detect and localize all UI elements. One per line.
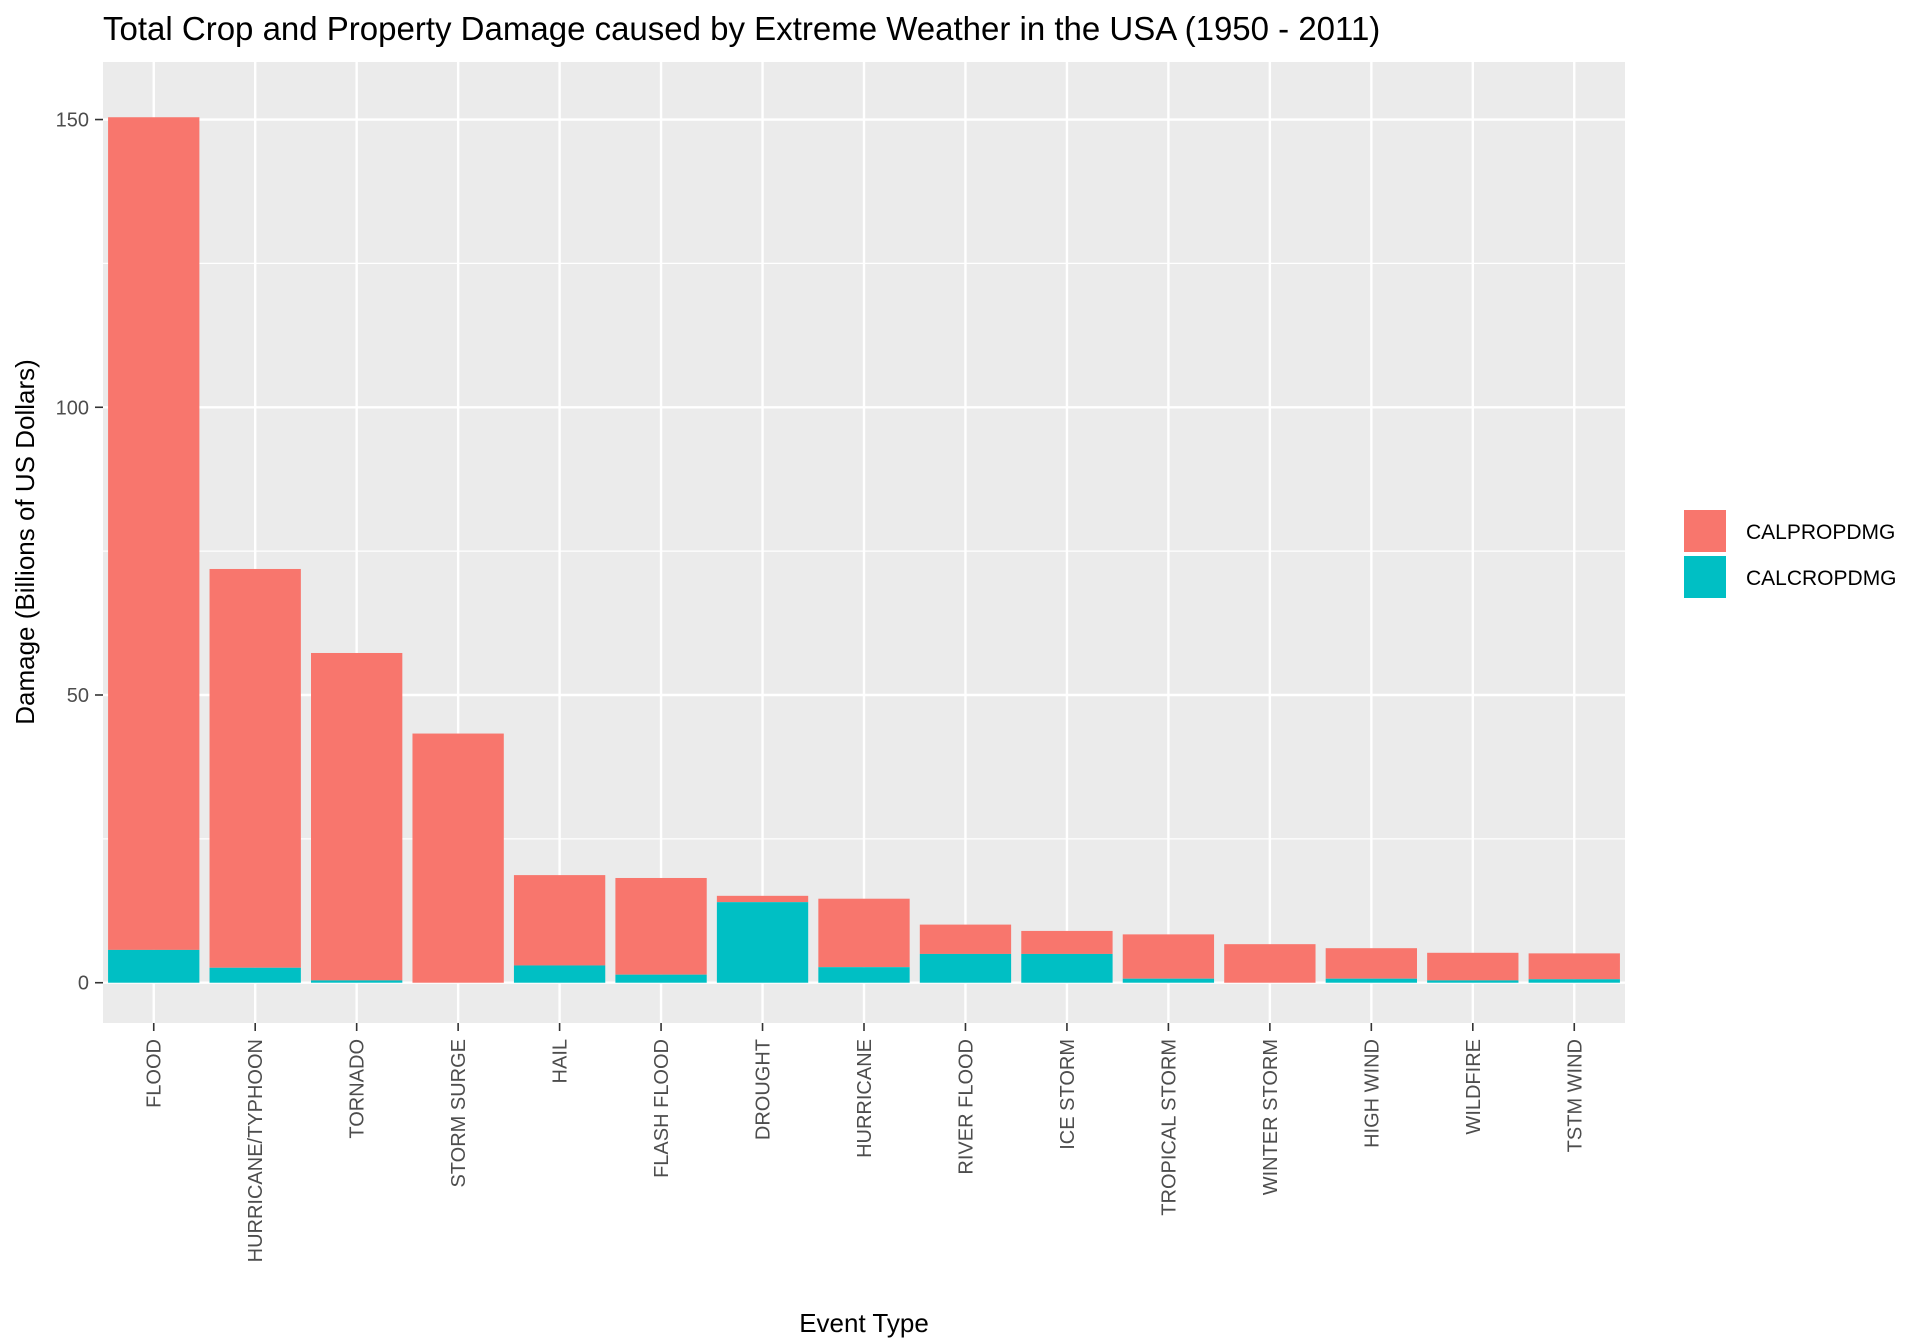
bar-calpropdmg — [1325, 948, 1417, 979]
y-tick-label: 150 — [56, 110, 89, 132]
x-tick-label: TSTM WIND — [1564, 1039, 1586, 1152]
bar-calpropdmg — [818, 898, 910, 968]
bar-calcropdmg — [716, 902, 809, 983]
bar-calpropdmg — [716, 895, 809, 903]
chart-title: Total Crop and Property Damage caused by… — [103, 10, 1380, 47]
bar-calpropdmg — [1021, 930, 1113, 954]
y-axis-title: Damage (Billions of US Dollars) — [10, 359, 40, 725]
bar-calcropdmg — [311, 980, 403, 983]
x-tick-label: TORNADO — [347, 1039, 369, 1139]
bar-calcropdmg — [1427, 980, 1519, 983]
legend-key-calcropdmg — [1684, 556, 1726, 598]
x-tick-label: FLASH FLOOD — [651, 1039, 673, 1178]
bar-calcropdmg — [919, 953, 1012, 983]
y-tick-label: 100 — [56, 397, 89, 419]
bar-calcropdmg — [818, 967, 910, 983]
x-tick-label: WILDFIRE — [1463, 1039, 1485, 1135]
bar-calcropdmg — [615, 974, 707, 983]
bar-calpropdmg — [412, 733, 504, 983]
bar-calpropdmg — [209, 568, 301, 968]
bar-calcropdmg — [1021, 953, 1113, 983]
bar-calpropdmg — [919, 924, 1012, 954]
bar-calcropdmg — [1122, 978, 1215, 983]
x-tick-label: WINTER STORM — [1260, 1039, 1282, 1195]
x-tick-label: HIGH WIND — [1361, 1039, 1383, 1148]
y-axis: 0 50 100 150 — [56, 110, 103, 995]
bars — [108, 117, 1620, 983]
x-tick-label: DROUGHT — [753, 1039, 775, 1140]
x-axis: FLOOD HURRICANE/TYPHOON TORNADO STORM SURGE… — [144, 1023, 1586, 1262]
y-tick-label: 50 — [67, 685, 89, 707]
bar-calcropdmg — [513, 965, 606, 983]
x-tick-label: HAIL — [550, 1039, 572, 1083]
legend-key-calpropdmg — [1684, 510, 1726, 552]
bar-calpropdmg — [1224, 944, 1316, 983]
x-tick-label: HURRICANE/TYPHOON — [245, 1039, 267, 1262]
x-tick-label: RIVER FLOOD — [955, 1039, 977, 1175]
bar-calpropdmg — [1528, 953, 1620, 980]
bar-calpropdmg — [513, 875, 606, 966]
legend-label-calpropdmg: CALPROPDMG — [1746, 521, 1895, 544]
bar-calpropdmg — [1122, 934, 1215, 979]
x-tick-label: TROPICAL STORM — [1158, 1039, 1180, 1216]
legend: CALPROPDMG CALCROPDMG — [1684, 510, 1897, 598]
bar-calcropdmg — [1528, 979, 1620, 983]
bar-calcropdmg — [1325, 978, 1417, 983]
bar-calpropdmg — [1427, 952, 1519, 981]
bar-calcropdmg — [108, 949, 200, 983]
bar-calcropdmg — [209, 967, 301, 983]
bar-calpropdmg — [108, 117, 200, 950]
legend-label-calcropdmg: CALCROPDMG — [1746, 567, 1897, 590]
x-tick-label: FLOOD — [144, 1039, 166, 1108]
x-tick-label: STORM SURGE — [448, 1039, 470, 1188]
y-tick-label: 0 — [78, 973, 89, 995]
bar-calpropdmg — [615, 877, 707, 975]
x-tick-label: ICE STORM — [1057, 1039, 1079, 1150]
bar-calpropdmg — [311, 652, 403, 981]
x-axis-title: Event Type — [799, 1308, 929, 1338]
x-tick-label: HURRICANE — [854, 1039, 876, 1158]
